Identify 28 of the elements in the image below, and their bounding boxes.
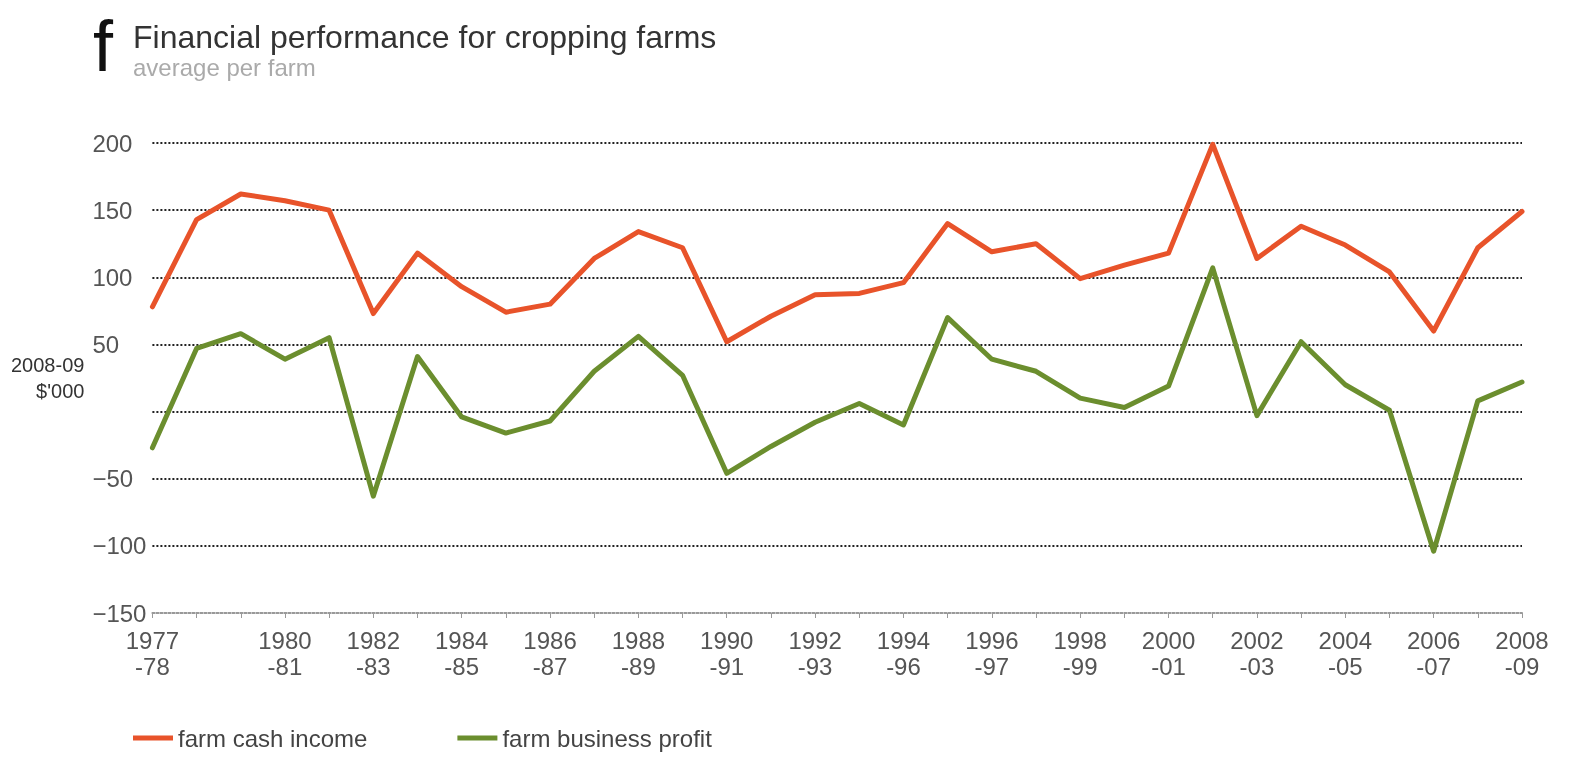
y-tick-label: −50: [92, 465, 134, 493]
legend-label: farm business profit: [502, 724, 713, 752]
chart-title: Financial performance for cropping farms: [133, 19, 717, 55]
y-tick-label: 150: [92, 196, 133, 224]
x-tick-label: 1982-83: [346, 626, 400, 680]
x-tick-label: 1996-97: [965, 626, 1019, 680]
y-tick-label: −150: [92, 599, 147, 627]
x-tick-label: 1992-93: [788, 626, 842, 680]
x-tick-label: 1994-96: [876, 626, 931, 680]
y-axis-title: 2008-09 $'000: [10, 354, 85, 402]
y-tick-label: 200: [92, 129, 133, 157]
y-tick-label: −100: [92, 532, 147, 560]
x-tick-label: 2008-09: [1495, 626, 1549, 680]
legend-label: farm cash income: [178, 724, 368, 752]
x-tick-label: 1990-91: [700, 626, 754, 680]
x-tick-label: 1986-87: [523, 626, 577, 680]
x-tick-label: 2006-07: [1406, 626, 1461, 680]
x-tick-label: 2002-03: [1230, 626, 1284, 680]
x-tick-label: 2004-05: [1318, 626, 1372, 680]
x-tick-label: 1977-78: [125, 626, 180, 680]
x-tick-label: 2000-01: [1141, 626, 1196, 680]
x-tick-label: 1988-89: [611, 626, 666, 680]
x-tick-label: 1984-85: [434, 626, 489, 680]
x-tick-label: 1998-99: [1053, 626, 1107, 680]
y-tick-label: 100: [92, 263, 133, 291]
y-tick-label: 50: [92, 330, 120, 358]
text: f: [93, 6, 114, 86]
x-tick-label: 1980-81: [258, 626, 312, 680]
